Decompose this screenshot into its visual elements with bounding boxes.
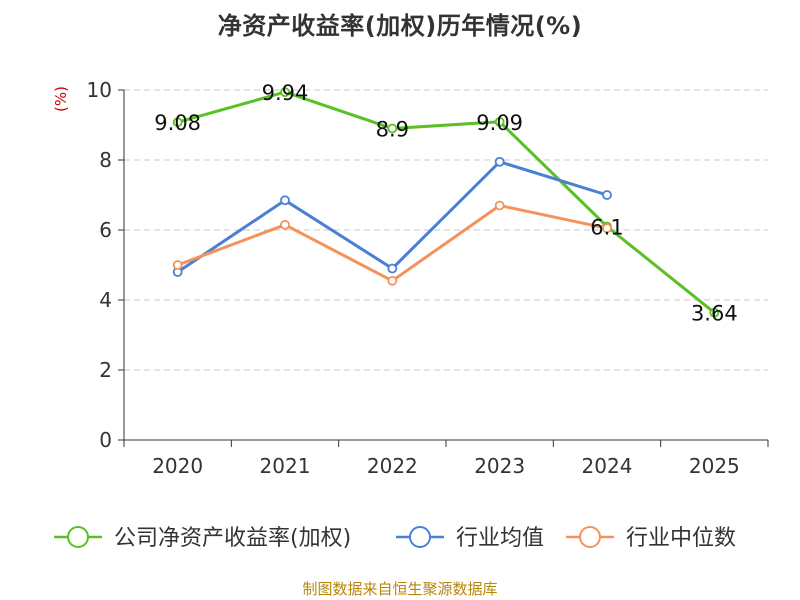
legend-item-1[interactable]: 行业均值 bbox=[396, 526, 544, 551]
series-layer bbox=[172, 87, 720, 318]
legend-label: 行业中位数 bbox=[626, 526, 736, 551]
data-label: 9.08 bbox=[154, 111, 201, 135]
y-tick-label: 4 bbox=[99, 288, 112, 312]
data-point-series-0 bbox=[709, 307, 720, 318]
data-point-series-2 bbox=[494, 200, 505, 211]
y-tick-label: 0 bbox=[99, 428, 112, 452]
data-point-series-0 bbox=[172, 117, 183, 128]
y-tick-label: 8 bbox=[99, 148, 112, 172]
data-label: 6.1 bbox=[590, 216, 623, 240]
data-point-series-2 bbox=[172, 260, 183, 270]
data-point-series-0 bbox=[387, 123, 398, 134]
x-tick-label: 2023 bbox=[474, 454, 525, 478]
source-note: 制图数据来自恒生聚源数据库 bbox=[302, 580, 498, 598]
legend-item-0[interactable]: 公司净资产收益率(加权) bbox=[54, 526, 351, 551]
legend-marker bbox=[579, 526, 601, 548]
data-label: 9.09 bbox=[476, 111, 523, 135]
y-tick-label: 2 bbox=[99, 358, 112, 382]
axis-layer: 0 2 4 6 8 10 2020 2021 2022 2023 2024 2025 bbox=[87, 78, 769, 478]
data-point-series-1 bbox=[387, 263, 398, 274]
data-point-series-0 bbox=[280, 87, 290, 97]
data-label: 8.9 bbox=[376, 118, 409, 142]
legend-label: 公司净资产收益率(加权) bbox=[114, 526, 351, 551]
x-tick-label: 2020 bbox=[152, 454, 203, 478]
y-tick-label: 10 bbox=[87, 78, 112, 102]
legend-marker bbox=[409, 526, 431, 548]
series-line-0 bbox=[176, 90, 716, 315]
data-point-series-2 bbox=[387, 275, 398, 286]
x-tick-label: 2024 bbox=[582, 454, 633, 478]
data-point-series-2 bbox=[602, 223, 612, 234]
data-point-series-2 bbox=[280, 219, 290, 230]
data-point-series-1 bbox=[602, 190, 612, 200]
x-tick-label: 2021 bbox=[260, 454, 311, 478]
data-label-layer: 9.08 9.94 8.9 9.09 6.1 3.64 bbox=[154, 81, 737, 326]
chart-title: 净资产收益率(加权)历年情况(%) bbox=[217, 12, 583, 40]
data-point-series-1 bbox=[280, 195, 290, 206]
series-line-1 bbox=[176, 160, 609, 274]
x-tick-label: 2025 bbox=[689, 454, 740, 478]
x-tick-label: 2022 bbox=[367, 454, 418, 478]
y-tick-label: 6 bbox=[99, 218, 112, 242]
data-point-series-1 bbox=[494, 156, 505, 167]
legend-label: 行业均值 bbox=[456, 526, 544, 551]
legend-marker bbox=[67, 526, 89, 548]
data-label: 9.94 bbox=[262, 81, 309, 105]
data-point-series-0 bbox=[494, 116, 505, 127]
legend-item-2[interactable]: 行业中位数 bbox=[566, 526, 736, 551]
legend[interactable]: 公司净资产收益率(加权) 行业均值 行业中位数 bbox=[54, 526, 736, 551]
grid-layer bbox=[124, 89, 768, 371]
data-label: 3.64 bbox=[691, 302, 738, 326]
